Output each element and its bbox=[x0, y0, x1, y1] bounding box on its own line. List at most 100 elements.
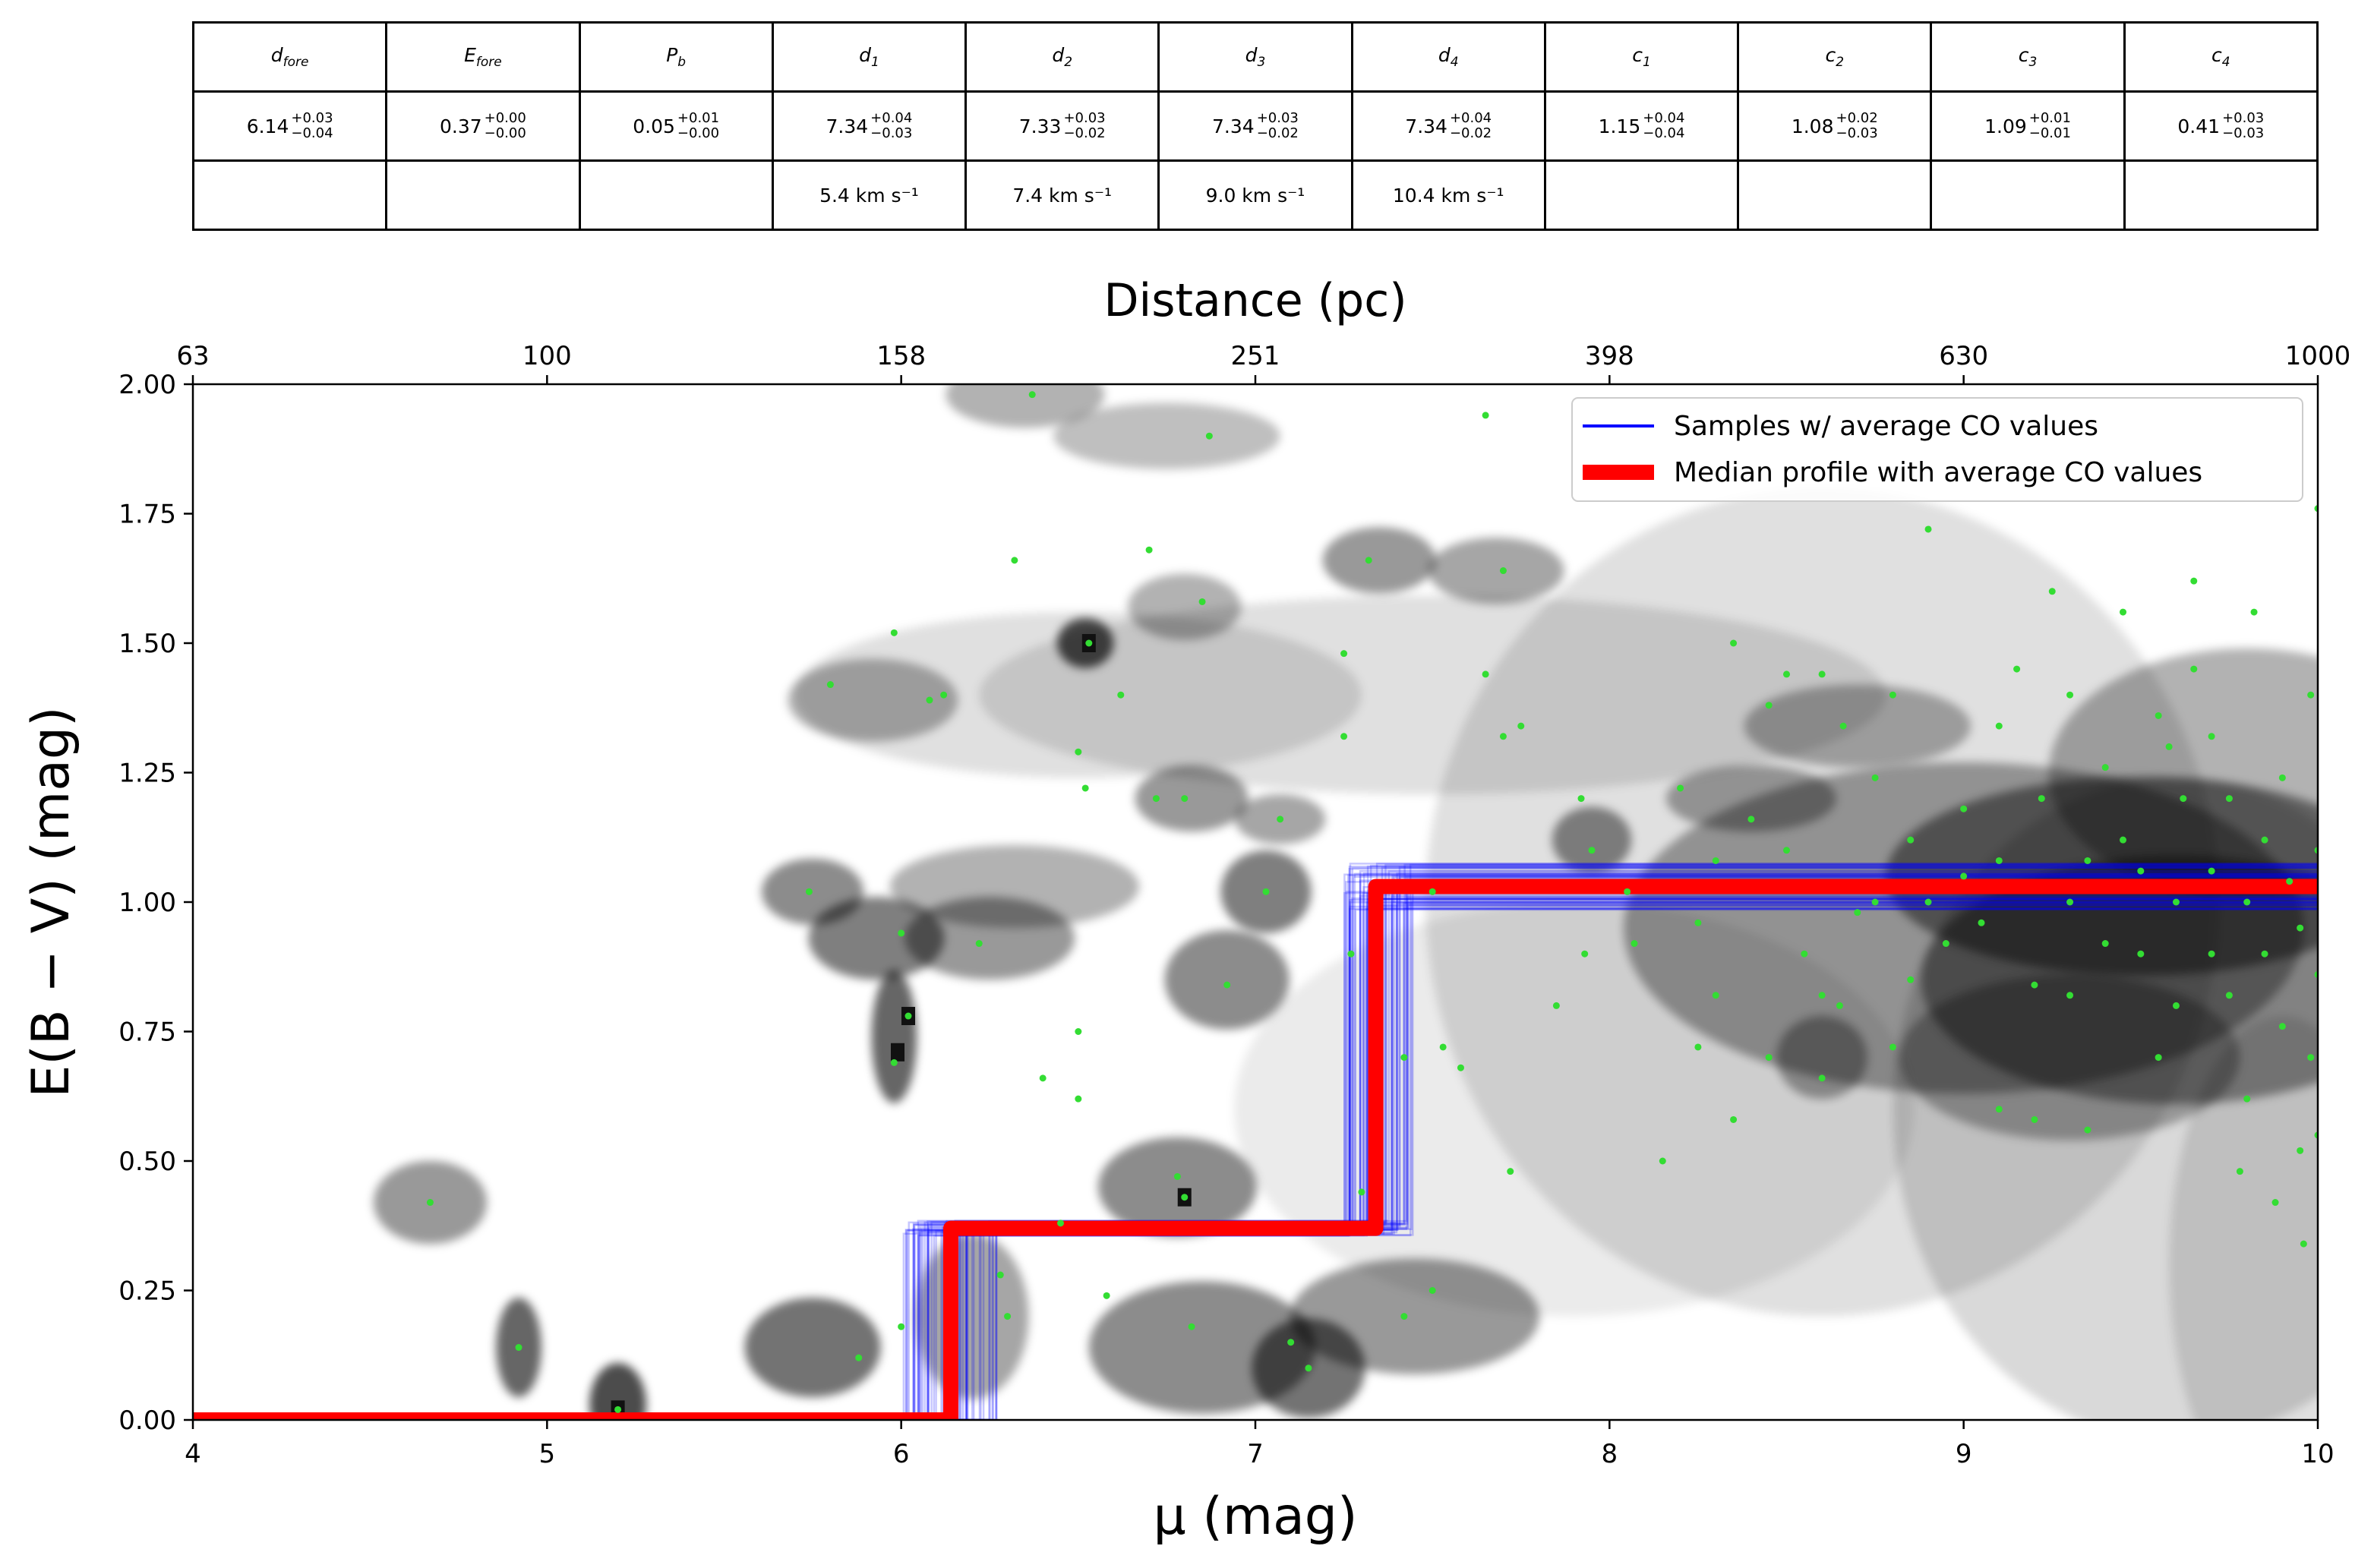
top-tick-label: 630 bbox=[1939, 341, 1988, 371]
param-value-cell: 0.37 +0.00 −0.00 bbox=[385, 90, 581, 162]
x-tick-label: 7 bbox=[1247, 1439, 1264, 1469]
star-point bbox=[2120, 608, 2127, 616]
param-subscript: 3 bbox=[1257, 55, 1266, 70]
star-point bbox=[1624, 888, 1631, 895]
param-value: 7.34 +0.04 −0.03 bbox=[826, 111, 913, 141]
star-point bbox=[1730, 1115, 1738, 1123]
star-point bbox=[2225, 992, 2233, 999]
density-blob bbox=[2169, 1016, 2318, 1420]
star-point bbox=[1205, 432, 1213, 440]
param-errors: +0.03 −0.02 bbox=[1257, 111, 1299, 141]
param-header-P-b: Pb bbox=[578, 21, 774, 93]
star-point bbox=[1854, 909, 1861, 917]
param-symbol: d bbox=[1052, 44, 1065, 66]
param-error-plus: +0.02 bbox=[1836, 110, 1878, 126]
star-point bbox=[2250, 608, 2258, 616]
star-point bbox=[1871, 774, 1879, 781]
param-value-cell: 0.05 +0.01 −0.00 bbox=[578, 90, 774, 162]
param-error-plus: +0.03 bbox=[291, 110, 333, 126]
param-value-cell: 7.34 +0.04 −0.02 bbox=[1350, 90, 1546, 162]
star-point bbox=[2261, 836, 2268, 844]
x-tick-label: 9 bbox=[1956, 1439, 1972, 1469]
star-point bbox=[805, 888, 813, 895]
param-value-cell: 7.34 +0.03 −0.02 bbox=[1157, 90, 1353, 162]
param-error-plus: +0.03 bbox=[1063, 110, 1106, 126]
star-point bbox=[2165, 743, 2173, 750]
param-errors: +0.03 −0.04 bbox=[291, 111, 333, 141]
param-subscript: 4 bbox=[1450, 55, 1459, 70]
star-point bbox=[1482, 670, 1489, 678]
star-point bbox=[1907, 976, 1915, 983]
star-point bbox=[1457, 1064, 1464, 1071]
param-symbol: E bbox=[464, 44, 476, 66]
param-error-plus: +0.03 bbox=[2222, 110, 2265, 126]
star-point bbox=[1995, 722, 2003, 730]
star-point bbox=[1103, 1292, 1110, 1299]
velocity-cell: 10.4 km s⁻¹ bbox=[1350, 159, 1546, 231]
param-header-d-fore: dfore bbox=[191, 21, 388, 93]
legend-median-label: Median profile with average CO values bbox=[1674, 457, 2202, 488]
star-point bbox=[1011, 557, 1018, 564]
star-point bbox=[1198, 598, 1206, 605]
param-value-cell: 0.41 +0.03 −0.03 bbox=[2123, 90, 2319, 162]
star-point bbox=[2172, 1002, 2180, 1009]
star-point bbox=[1358, 1188, 1365, 1196]
star-point bbox=[1730, 639, 1738, 647]
param-median: 1.08 bbox=[1791, 115, 1834, 137]
median-profile bbox=[193, 879, 2318, 1420]
star-point bbox=[2120, 836, 2127, 844]
y-tick-label: 0.75 bbox=[118, 1017, 176, 1048]
param-errors: +0.04 −0.02 bbox=[1450, 111, 1492, 141]
star-point bbox=[2084, 1126, 2091, 1134]
star-point bbox=[1818, 670, 1826, 678]
star-point bbox=[1347, 950, 1355, 958]
param-subscript: 2 bbox=[1064, 55, 1073, 70]
param-error-plus: +0.03 bbox=[1256, 110, 1299, 126]
star-point bbox=[1783, 670, 1790, 678]
x-tick-label: 5 bbox=[539, 1439, 556, 1469]
param-subscript: b bbox=[677, 55, 687, 70]
param-value: 0.41 +0.03 −0.03 bbox=[2177, 111, 2264, 141]
y-tick-label: 1.25 bbox=[118, 759, 176, 789]
star-point bbox=[1429, 1287, 1436, 1294]
param-median: 7.34 bbox=[1212, 115, 1255, 137]
star-point bbox=[1871, 898, 1879, 906]
star-point bbox=[1907, 836, 1915, 844]
param-value: 0.05 +0.01 −0.00 bbox=[633, 111, 719, 141]
star-point bbox=[1262, 888, 1270, 895]
star-point bbox=[1747, 816, 1755, 823]
density-blob bbox=[1428, 537, 1564, 604]
star-point bbox=[1028, 391, 1036, 399]
star-point bbox=[1173, 1172, 1181, 1180]
param-error-minus: −0.00 bbox=[484, 125, 526, 141]
star-point bbox=[2208, 733, 2215, 740]
top-tick-label: 1000 bbox=[2285, 341, 2351, 371]
star-point bbox=[926, 696, 933, 704]
star-point bbox=[1818, 1074, 1826, 1082]
star-point bbox=[1004, 1313, 1012, 1320]
star-point bbox=[1117, 691, 1125, 699]
velocity-cell bbox=[1737, 159, 1933, 231]
star-point bbox=[2278, 1023, 2286, 1030]
param-value: 1.08 +0.02 −0.03 bbox=[1792, 111, 1878, 141]
param-value-cell: 6.14 +0.03 −0.04 bbox=[191, 90, 388, 162]
x-tick-label: 10 bbox=[2301, 1439, 2334, 1469]
param-error-minus: −0.02 bbox=[1256, 125, 1299, 141]
star-point bbox=[1075, 1028, 1082, 1035]
velocity-cell bbox=[1930, 159, 2126, 231]
param-median: 7.34 bbox=[826, 115, 869, 137]
param-error-minus: −0.04 bbox=[1643, 125, 1685, 141]
density-blob bbox=[904, 897, 1075, 980]
star-point bbox=[2286, 878, 2293, 885]
star-point bbox=[1085, 639, 1093, 647]
star-point bbox=[2190, 577, 2198, 585]
top-axis-title: Distance (pc) bbox=[1103, 274, 1406, 327]
top-tick-label: 158 bbox=[876, 341, 926, 371]
table-header-row: dfore Efore Pb d1 d2 d3 d4 c1 c2 c3 c4 bbox=[191, 21, 2319, 93]
density-blob bbox=[1053, 402, 1280, 469]
star-point bbox=[1482, 412, 1489, 419]
param-median: 7.33 bbox=[1018, 115, 1062, 137]
star-point bbox=[1075, 748, 1082, 756]
param-errors: +0.04 −0.03 bbox=[870, 111, 912, 141]
